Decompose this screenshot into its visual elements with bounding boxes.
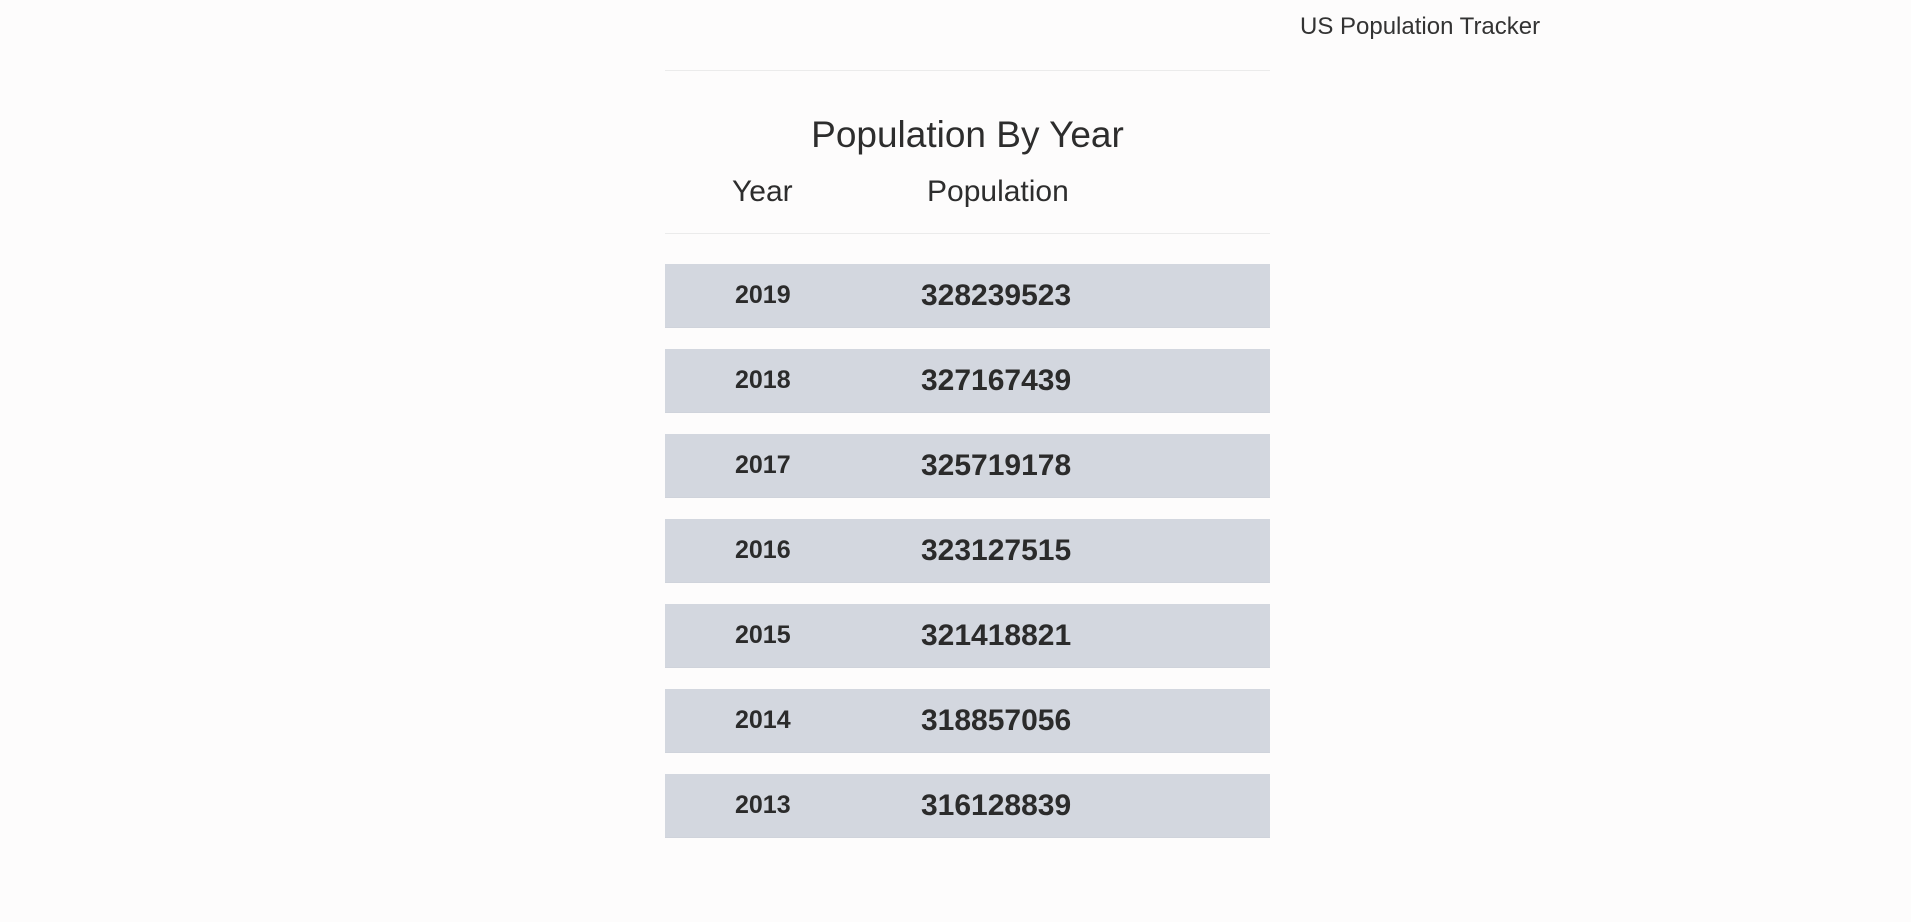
population-list: 2019 328239523 2018 327167439 2017 32571…: [665, 264, 1270, 838]
panel-title: Population By Year: [811, 114, 1124, 155]
row-population: 321418821: [921, 619, 1072, 652]
table-header: Year Population: [665, 172, 1270, 220]
column-header-population: Population: [927, 175, 1069, 208]
top-divider: [665, 70, 1270, 71]
table-row: 2013 316128839: [665, 774, 1270, 838]
row-population: 327167439: [921, 364, 1072, 397]
row-population: 328239523: [921, 279, 1072, 312]
row-population: 323127515: [921, 534, 1072, 567]
table-row: 2017 325719178: [665, 434, 1270, 498]
row-year: 2017: [735, 451, 791, 479]
row-year: 2016: [735, 536, 791, 564]
row-population: 316128839: [921, 789, 1072, 822]
row-year: 2013: [735, 791, 791, 819]
table-row: 2014 318857056: [665, 689, 1270, 753]
table-row: 2016 323127515: [665, 519, 1270, 583]
row-year: 2014: [735, 706, 791, 734]
row-year: 2018: [735, 366, 791, 394]
row-population: 325719178: [921, 449, 1072, 482]
table-row: 2015 321418821: [665, 604, 1270, 668]
column-header-year: Year: [732, 175, 793, 208]
row-year: 2015: [735, 621, 791, 649]
row-population: 318857056: [921, 704, 1072, 737]
population-panel: Population By Year Year Population 2019 …: [665, 70, 1270, 859]
table-row: 2019 328239523: [665, 264, 1270, 328]
app-title[interactable]: US Population Tracker: [1300, 13, 1541, 40]
header-divider: [665, 233, 1270, 234]
table-row: 2018 327167439: [665, 349, 1270, 413]
row-year: 2019: [735, 281, 791, 309]
